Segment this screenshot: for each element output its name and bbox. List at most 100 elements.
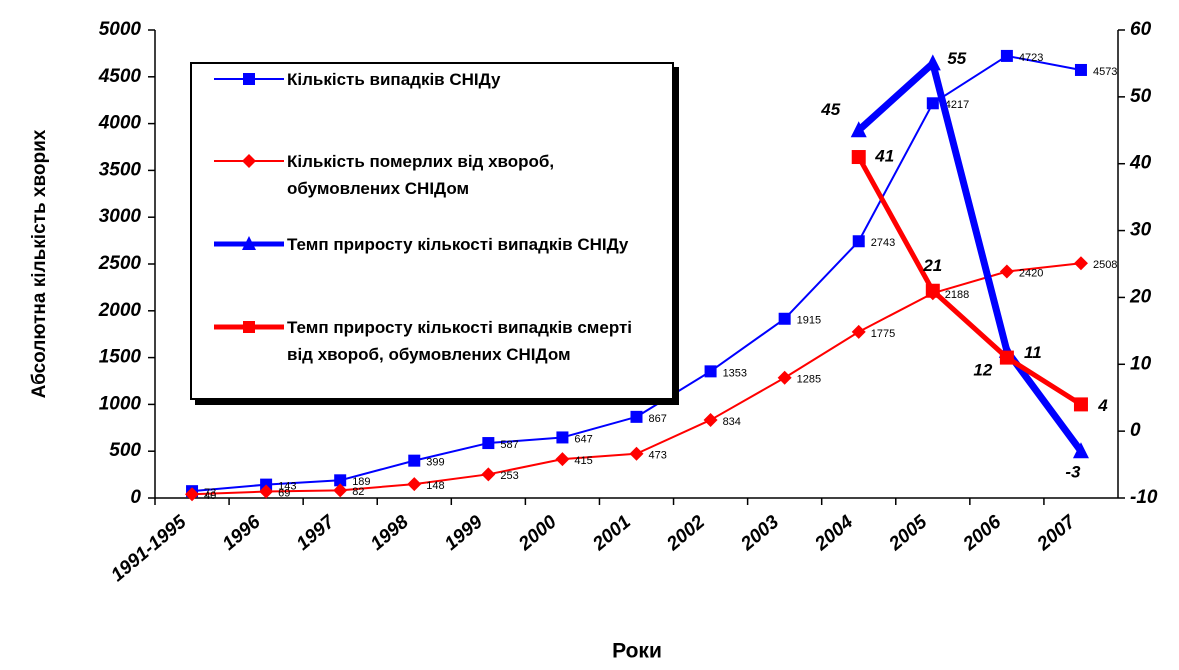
data-point bbox=[556, 431, 569, 444]
x-tick-label: 1999 bbox=[441, 511, 487, 555]
x-tick-label: 2004 bbox=[811, 511, 858, 555]
y-tick-label: 3500 bbox=[99, 159, 142, 180]
data-point bbox=[630, 410, 643, 423]
data-label: 4573 bbox=[1093, 66, 1117, 78]
y2-tick-label: 10 bbox=[1130, 353, 1152, 374]
y-tick-label: 4500 bbox=[98, 66, 142, 87]
data-point bbox=[999, 264, 1014, 279]
x-tick-label: 2002 bbox=[662, 511, 709, 555]
data-label: 4217 bbox=[945, 99, 969, 111]
data-point bbox=[1072, 442, 1089, 459]
legend-label: Темп приросту кількості випадків смерті … bbox=[287, 318, 633, 364]
data-point bbox=[1073, 256, 1088, 271]
data-label: 12 bbox=[973, 360, 992, 379]
series-line bbox=[856, 155, 1083, 407]
data-label: 587 bbox=[500, 439, 518, 451]
data-point bbox=[1074, 63, 1087, 76]
data-point bbox=[703, 412, 718, 427]
y-axis-title: Абсолютна кількість хворих bbox=[29, 129, 50, 398]
data-label: 1285 bbox=[797, 374, 821, 386]
data-point bbox=[333, 483, 348, 498]
x-tick-label: 2001 bbox=[588, 512, 635, 556]
data-label: 647 bbox=[574, 433, 592, 445]
y-tick-label: 4000 bbox=[98, 113, 142, 134]
x-tick-label: 1997 bbox=[293, 511, 340, 555]
data-label: 253 bbox=[500, 470, 518, 482]
data-point bbox=[704, 365, 717, 378]
data-label: 2420 bbox=[1019, 267, 1043, 279]
x-tick-label: 2000 bbox=[514, 511, 561, 555]
data-point bbox=[850, 121, 867, 138]
legend-label: Темп приросту кількості випадків СНІДу bbox=[287, 235, 629, 254]
data-point bbox=[924, 54, 941, 71]
x-tick-label: 2005 bbox=[885, 511, 932, 555]
legend-label: Кількість померлих від хвороб, обумовлен… bbox=[287, 152, 555, 198]
y-tick-label: 0 bbox=[130, 487, 141, 508]
data-label: 189 bbox=[352, 476, 370, 488]
data-label: 867 bbox=[649, 413, 667, 425]
x-tick-label: 2007 bbox=[1033, 511, 1081, 556]
data-point bbox=[1000, 49, 1013, 62]
data-point bbox=[185, 487, 200, 502]
data-point bbox=[925, 283, 940, 298]
data-label: 143 bbox=[278, 481, 296, 493]
data-point bbox=[777, 370, 792, 385]
data-label: 4723 bbox=[1019, 52, 1043, 64]
y-tick-label: 2500 bbox=[98, 253, 142, 274]
data-label: 148 bbox=[426, 480, 444, 492]
data-point bbox=[629, 446, 644, 461]
data-label: 2188 bbox=[945, 289, 969, 301]
data-point bbox=[999, 350, 1014, 365]
data-label: 1775 bbox=[871, 328, 895, 340]
legend-swatch bbox=[214, 236, 284, 250]
data-label: 415 bbox=[574, 455, 592, 467]
y2-tick-label: 0 bbox=[1130, 420, 1141, 441]
data-point bbox=[334, 474, 347, 487]
data-label: 82 bbox=[352, 486, 364, 498]
data-point bbox=[481, 467, 496, 482]
data-point bbox=[1073, 397, 1088, 412]
data-label: 41 bbox=[874, 147, 894, 166]
data-point bbox=[482, 437, 495, 450]
data-label: 45 bbox=[820, 100, 840, 119]
legend-marker bbox=[243, 321, 255, 333]
y-tick-label: 3000 bbox=[99, 206, 142, 227]
data-label: 55 bbox=[947, 49, 966, 68]
series-line bbox=[856, 59, 1084, 454]
legend-swatch bbox=[214, 154, 284, 168]
data-label: 1353 bbox=[723, 367, 747, 379]
y-tick-label: 5000 bbox=[99, 19, 142, 40]
data-label: 2743 bbox=[871, 237, 895, 249]
x-tick-label: 2003 bbox=[736, 511, 783, 555]
y2-tick-label: 30 bbox=[1130, 220, 1152, 241]
data-point bbox=[778, 312, 791, 325]
legend-marker bbox=[242, 236, 256, 250]
legend-marker bbox=[243, 73, 255, 85]
y2-tick-label: 20 bbox=[1129, 286, 1152, 307]
data-label: 2508 bbox=[1093, 259, 1117, 271]
data-point bbox=[926, 97, 939, 110]
data-label: 473 bbox=[649, 450, 667, 462]
y-tick-label: 1000 bbox=[99, 393, 142, 414]
x-tick-label: 1998 bbox=[367, 511, 413, 555]
data-label: 1915 bbox=[797, 315, 821, 327]
data-point bbox=[851, 324, 866, 339]
legend: Кількість випадків СНІДу Кількість померл… bbox=[190, 62, 674, 400]
x-tick-label: 1996 bbox=[219, 511, 265, 555]
y-tick-label: 2000 bbox=[98, 300, 142, 321]
legend-swatch bbox=[214, 321, 284, 333]
data-point bbox=[555, 452, 570, 467]
data-point bbox=[408, 454, 421, 467]
data-label: 834 bbox=[723, 416, 741, 428]
data-label: 399 bbox=[426, 457, 444, 469]
y2-tick-label: 50 bbox=[1130, 86, 1152, 107]
data-label: 40 bbox=[204, 490, 216, 502]
x-axis-title: Роки bbox=[612, 640, 662, 663]
y2-tick-label: 60 bbox=[1130, 19, 1152, 40]
data-label: 4 bbox=[1097, 396, 1108, 415]
legend-label: Кількість випадків СНІДу bbox=[287, 70, 501, 89]
y-tick-label: 500 bbox=[109, 440, 141, 461]
data-point bbox=[407, 477, 422, 492]
